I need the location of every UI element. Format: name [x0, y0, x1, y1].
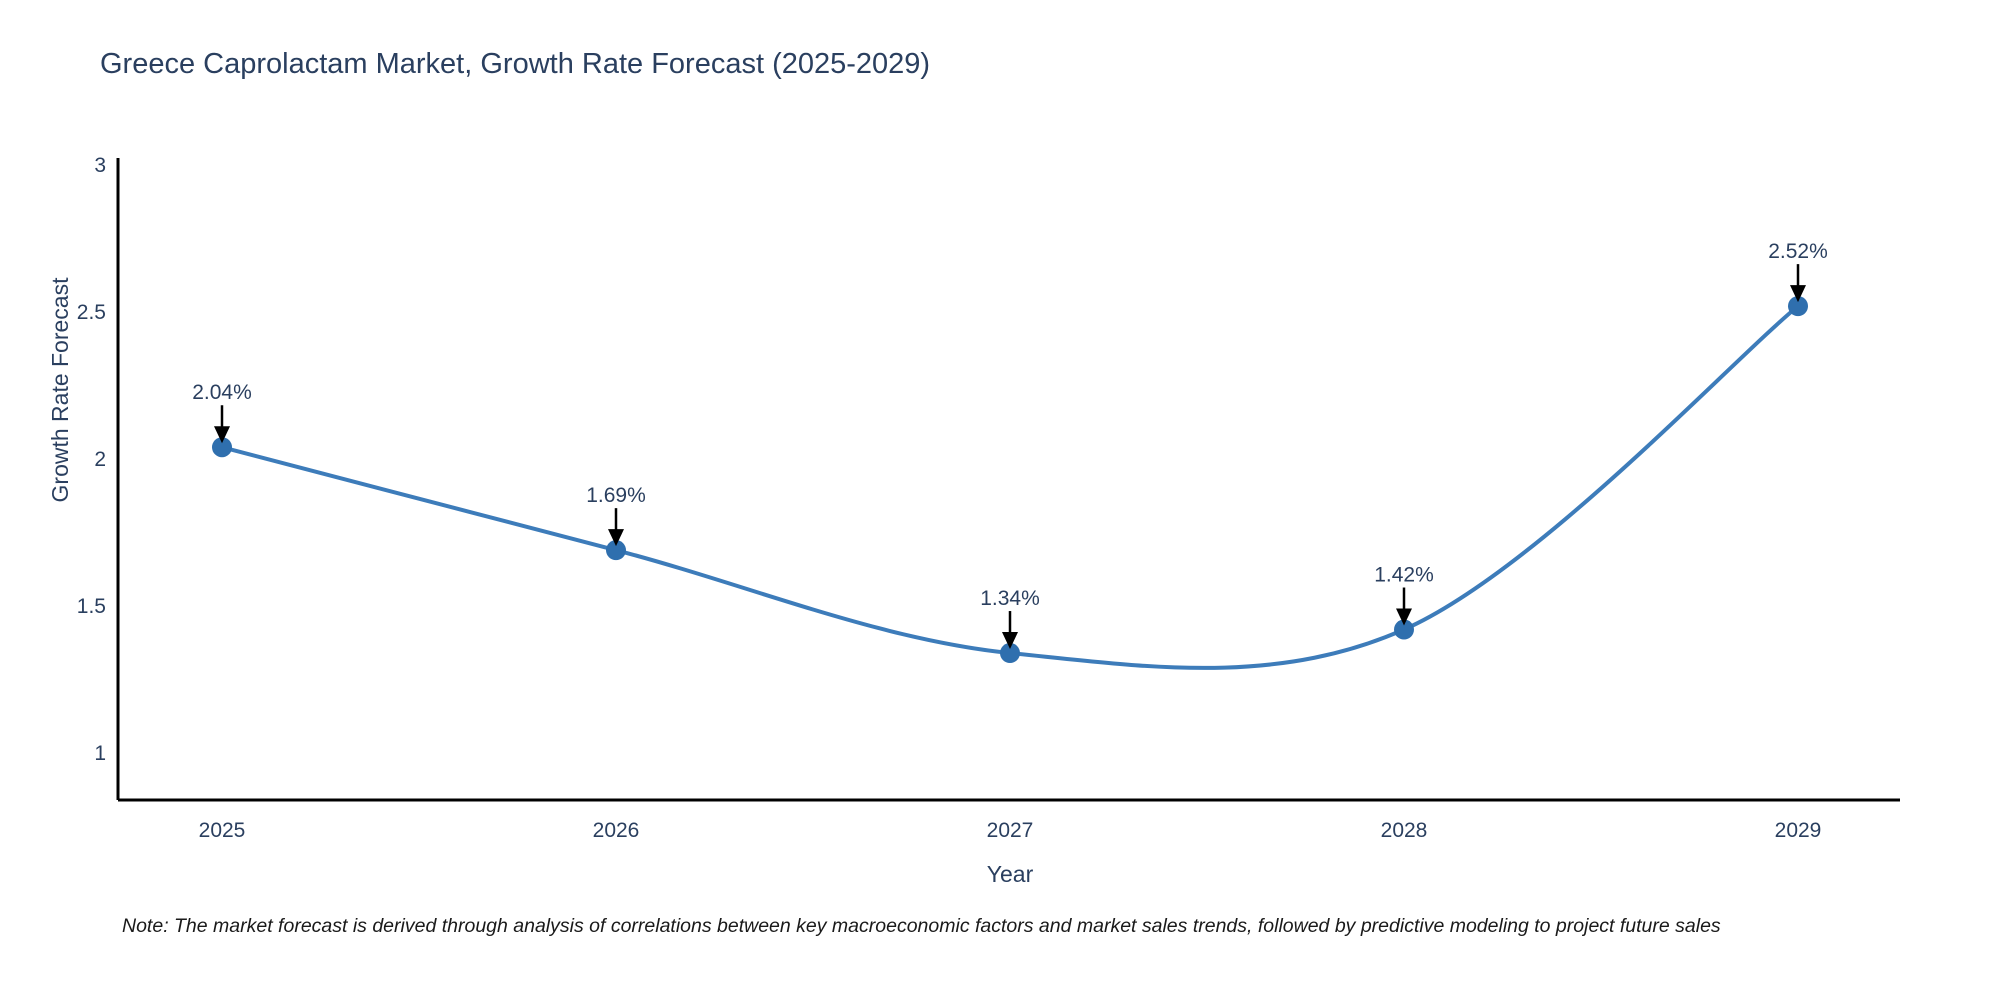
x-axis-title: Year: [987, 861, 1034, 887]
data-point[interactable]: [1000, 643, 1020, 664]
point-annotation: 2.04%: [192, 381, 252, 404]
x-tick-label: 2025: [199, 819, 246, 842]
x-tick-label: 2027: [987, 819, 1034, 842]
y-tick-label: 2: [94, 448, 106, 471]
x-tick-label: 2028: [1381, 819, 1428, 842]
annotation-arrowhead: [1790, 285, 1806, 303]
y-tick-label: 1.5: [77, 595, 106, 618]
point-annotation: 1.69%: [586, 484, 646, 507]
footnote: Note: The market forecast is derived thr…: [122, 915, 1721, 937]
y-tick-label: 1: [94, 742, 106, 765]
annotation-arrowhead: [608, 529, 624, 547]
point-annotation: 2.52%: [1768, 240, 1828, 263]
point-annotation: 1.34%: [980, 587, 1040, 610]
y-tick-label: 3: [94, 154, 106, 177]
annotation-arrowhead: [1396, 608, 1412, 626]
y-axis-title: Growth Rate Forecast: [47, 277, 73, 503]
data-point[interactable]: [212, 437, 232, 458]
y-tick-label: 2.5: [77, 301, 106, 324]
data-point[interactable]: [606, 540, 626, 561]
chart-title: Greece Caprolactam Market, Growth Rate F…: [100, 48, 931, 80]
annotation-arrowhead: [1002, 632, 1018, 650]
data-point[interactable]: [1788, 296, 1808, 317]
x-tick-label: 2029: [1775, 819, 1822, 842]
point-annotation: 1.42%: [1374, 564, 1434, 587]
x-tick-label: 2026: [593, 819, 640, 842]
annotation-arrowhead: [214, 426, 230, 444]
data-point[interactable]: [1394, 619, 1414, 640]
